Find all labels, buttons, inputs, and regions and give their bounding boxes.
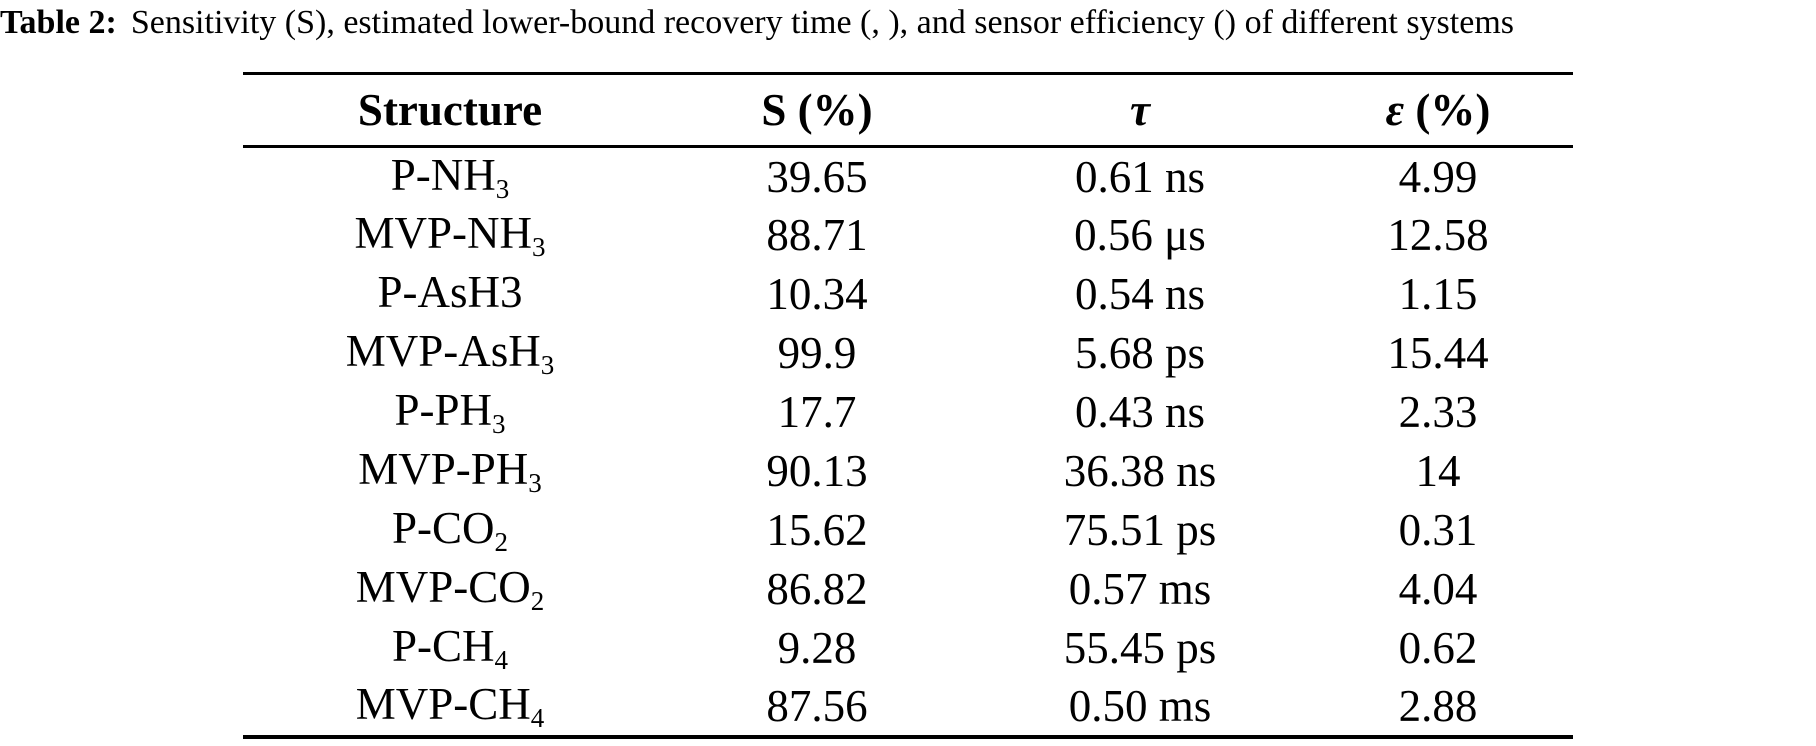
sensitivity-value: 15.62 <box>766 505 868 555</box>
structure-cell: MVP-NH3 <box>243 206 657 265</box>
sensitivity-value: 88.71 <box>766 210 868 260</box>
structure-value: MVP-AsH <box>345 325 541 376</box>
tau-symbol: τ <box>1130 85 1150 135</box>
efficiency-value: 0.31 <box>1398 505 1478 555</box>
sensitivity-value: 90.13 <box>766 446 868 496</box>
efficiency-value: 2.33 <box>1398 387 1478 437</box>
column-header-sensitivity: S (%) <box>761 85 873 135</box>
sensitivity-value: 99.9 <box>777 328 857 378</box>
sensitivity-value: 9.28 <box>777 623 857 673</box>
table-row: P-AsH3 10.34 0.54 ns 1.15 <box>243 265 1573 324</box>
recovery-time-value: 0.50 ms <box>1068 681 1212 731</box>
recovery-time-value: 0.43 ns <box>1074 387 1205 437</box>
table-row: P-CH4 9.28 55.45 ps 0.62 <box>243 619 1573 678</box>
recovery-time-value: 5.68 ps <box>1074 328 1205 378</box>
structure-subscript: 4 <box>494 645 509 676</box>
structure-cell: P-CH4 <box>243 619 657 678</box>
table-row: MVP-CO2 86.82 0.57 ms 4.04 <box>243 560 1573 619</box>
table-row: P-NH3 39.65 0.61 ns 4.99 <box>243 147 1573 206</box>
structure-subscript: 3 <box>540 350 555 381</box>
sensitivity-value: 10.34 <box>766 269 868 319</box>
column-header-tau: τ <box>977 74 1303 147</box>
structure-cell: MVP-PH3 <box>243 442 657 501</box>
recovery-time-value: 0.56 μs <box>1074 210 1206 260</box>
table-caption-text: Sensitivity (S), estimated lower-bound r… <box>130 4 1515 41</box>
structure-subscript: 2 <box>530 586 545 617</box>
structure-subscript: 3 <box>495 173 510 204</box>
structure-value: P-NH <box>390 149 496 200</box>
efficiency-value: 15.44 <box>1387 328 1489 378</box>
efficiency-value: 12.58 <box>1387 210 1489 260</box>
structure-value: P-AsH3 <box>377 266 523 317</box>
structure-value: P-PH <box>394 384 493 435</box>
structure-subscript: 2 <box>494 527 509 558</box>
table-caption-label: Table 2: <box>0 4 117 41</box>
sensitivity-value: 39.65 <box>766 151 868 202</box>
efficiency-value: 4.99 <box>1398 151 1478 202</box>
table-row: MVP-AsH3 99.9 5.68 ps 15.44 <box>243 324 1573 383</box>
structure-subscript: 3 <box>528 468 542 499</box>
structure-cell: P-NH3 <box>243 147 657 206</box>
sensitivity-value: 87.56 <box>766 681 868 731</box>
table-row: P-PH3 17.7 0.43 ns 2.33 <box>243 383 1573 442</box>
efficiency-value: 14 <box>1415 446 1461 496</box>
structure-cell: MVP-CO2 <box>243 560 657 619</box>
structure-subscript: 4 <box>530 703 545 734</box>
recovery-time-value: 0.57 ms <box>1068 564 1212 614</box>
table-row: P-CO2 15.62 75.51 ps 0.31 <box>243 501 1573 560</box>
efficiency-value: 4.04 <box>1398 564 1478 614</box>
recovery-time-value: 0.54 ns <box>1074 269 1205 319</box>
structure-subscript: 3 <box>532 232 546 263</box>
structure-cell: P-PH3 <box>243 383 657 442</box>
sensitivity-value: 86.82 <box>766 564 868 614</box>
sensitivity-value: 17.7 <box>777 387 857 437</box>
epsilon-symbol: ε <box>1385 85 1405 135</box>
table-row: MVP-NH3 88.71 0.56 μs 12.58 <box>243 206 1573 265</box>
table-caption: Table 2: Sensitivity (S), estimated lower… <box>0 1 1816 45</box>
structure-value: MVP-CH <box>355 678 531 729</box>
structure-subscript: 3 <box>492 409 506 440</box>
epsilon-unit: (%) <box>1415 85 1491 135</box>
table-row: MVP-PH3 90.13 36.38 ns 14 <box>243 442 1573 501</box>
structure-value: MVP-CO <box>355 561 531 612</box>
structure-value: P-CH <box>391 620 495 671</box>
efficiency-value: 1.15 <box>1398 269 1478 319</box>
recovery-time-value: 0.61 ns <box>1074 151 1205 202</box>
structure-cell: P-CO2 <box>243 501 657 560</box>
structure-value: MVP-PH <box>358 443 529 494</box>
structure-cell: MVP-CH4 <box>243 678 657 737</box>
results-table: Structure S (%) τ ε (%) P-NH3 39.65 0.61… <box>243 72 1573 739</box>
efficiency-value: 0.62 <box>1398 623 1478 673</box>
structure-cell: MVP-AsH3 <box>243 324 657 383</box>
column-header-structure: Structure <box>357 85 543 135</box>
structure-value: P-CO <box>391 502 495 553</box>
efficiency-value: 2.88 <box>1398 681 1478 731</box>
table-row: MVP-CH4 87.56 0.50 ms 2.88 <box>243 678 1573 737</box>
recovery-time-value: 55.45 ps <box>1063 623 1217 673</box>
recovery-time-value: 36.38 ns <box>1063 446 1217 496</box>
column-header-efficiency: ε (%) <box>1303 74 1573 147</box>
recovery-time-value: 75.51 ps <box>1063 505 1217 555</box>
structure-cell: P-AsH3 <box>243 265 657 324</box>
structure-value: MVP-NH <box>354 207 533 258</box>
table-header-row: Structure S (%) τ ε (%) <box>243 74 1573 147</box>
